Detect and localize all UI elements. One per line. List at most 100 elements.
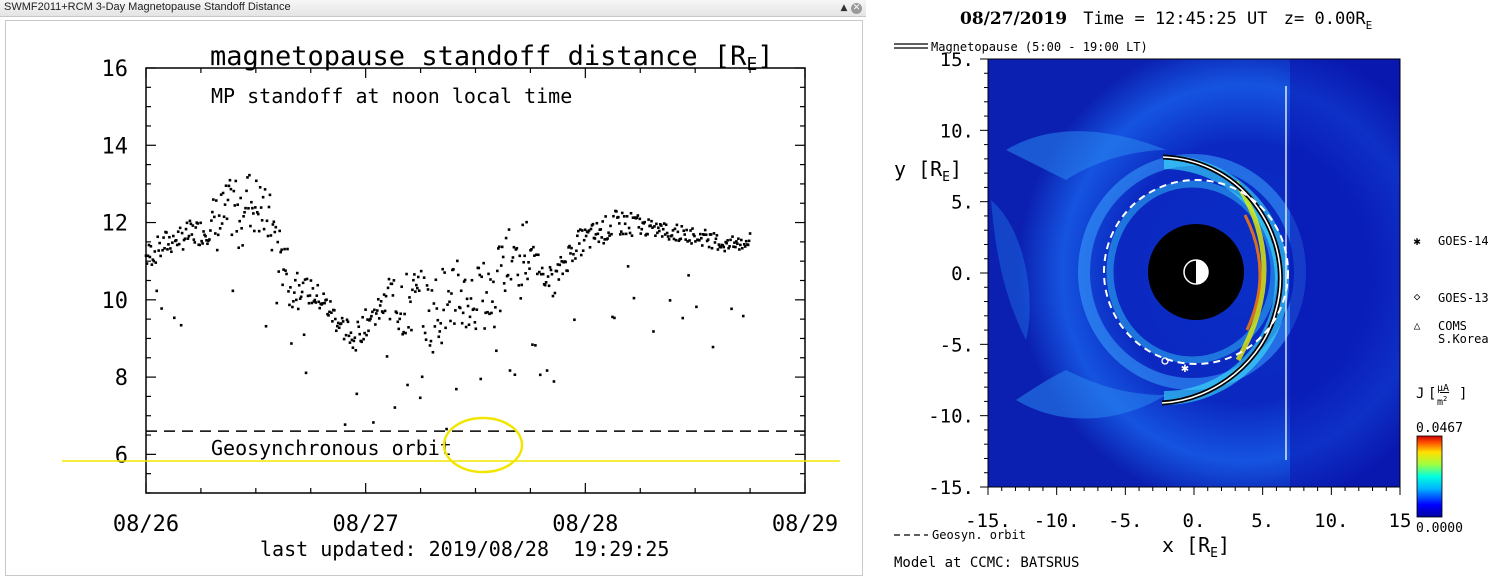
standoff-point [699, 236, 703, 240]
y-tick-label: 6 [115, 443, 128, 468]
standoff-point [646, 232, 649, 236]
standoff-point [558, 263, 562, 267]
standoff-point [533, 254, 536, 257]
standoff-point [233, 204, 237, 207]
standoff-point [555, 269, 559, 273]
standoff-point [714, 237, 718, 241]
standoff-point [323, 301, 326, 305]
standoff-point [604, 215, 607, 218]
standoff-point [245, 189, 248, 193]
standoff-point [568, 244, 571, 248]
standoff-point [255, 210, 259, 214]
standoff-point [525, 220, 528, 224]
standoff-point [228, 178, 232, 182]
standoff-point [183, 237, 187, 241]
standoff-point [623, 222, 627, 226]
standoff-point [566, 269, 569, 273]
standoff-point [188, 219, 192, 223]
standoff-point [169, 247, 172, 250]
standoff-point [552, 380, 556, 383]
standoff-point [194, 226, 198, 229]
standoff-point [600, 236, 604, 239]
standoff-point [313, 298, 317, 302]
legend-geosyn: Geosyn. orbit [932, 528, 1026, 542]
map-title-z: z= 0.00R [1284, 9, 1367, 29]
chart-title-end: ] [757, 41, 773, 72]
standoff-point [410, 328, 413, 332]
standoff-point [203, 233, 206, 237]
standoff-point [494, 306, 497, 309]
heatmap-features: ✱ [991, 59, 1400, 487]
standoff-point [453, 322, 456, 325]
standoff-point [540, 266, 544, 270]
standoff-point [222, 215, 226, 219]
standoff-point [316, 283, 320, 287]
standoff-point [242, 215, 245, 218]
standoff-point [187, 234, 191, 238]
standoff-point [551, 294, 555, 298]
map-title: 08/27/2019 Time = 12:45:25 UT z= 0.00RE [960, 9, 1372, 32]
standoff-point [578, 242, 581, 245]
legend-magnetopause: Magnetopause (5:00 - 19:00 LT) [931, 40, 1148, 54]
standoff-point [517, 284, 521, 287]
standoff-point [719, 245, 723, 249]
standoff-point [504, 236, 508, 240]
standoff-point [694, 240, 697, 243]
standoff-point [286, 247, 289, 251]
standoff-point [679, 237, 683, 241]
close-icon[interactable]: ✕ [851, 3, 862, 14]
standoff-point [162, 236, 165, 239]
standoff-point [253, 229, 256, 233]
map-x-tick-labels: -15. -10. -5. 0. 5. 10. 15 [965, 510, 1411, 532]
standoff-point [624, 232, 628, 236]
standoff-point [664, 223, 668, 227]
standoff-point [583, 228, 587, 232]
standoff-point [163, 247, 166, 250]
colorbar-unit-open: [ [1428, 386, 1436, 402]
standoff-point [666, 235, 670, 238]
standoff-point [404, 331, 407, 335]
standoff-point [161, 248, 164, 252]
standoff-point [429, 339, 433, 343]
standoff-point [520, 283, 524, 287]
standoff-point [491, 300, 494, 303]
standoff-point [607, 231, 610, 235]
standoff-point [507, 228, 511, 231]
standoff-point [635, 216, 639, 220]
standoff-point [335, 329, 338, 333]
standoff-point [274, 225, 278, 229]
standoff-point [252, 212, 255, 215]
standoff-point [386, 286, 390, 290]
standoff-point [503, 289, 507, 293]
standoff-point [416, 286, 419, 290]
standoff-point [734, 245, 737, 249]
standoff-point [611, 315, 614, 319]
standoff-point [376, 297, 380, 301]
standoff-point [652, 330, 655, 333]
standoff-point [528, 267, 531, 270]
standoff-point [311, 287, 315, 290]
standoff-point [176, 230, 180, 233]
map-y-tick-label: 10. [940, 120, 974, 142]
standoff-point [409, 300, 412, 304]
standoff-point [681, 316, 685, 320]
standoff-point [661, 227, 665, 231]
standoff-point [620, 211, 624, 215]
standoff-point [152, 259, 156, 263]
standoff-point [619, 230, 623, 233]
standoff-point [515, 247, 519, 250]
collapse-icon[interactable]: ▲ [840, 3, 848, 13]
standoff-point [467, 323, 471, 327]
standoff-point [354, 348, 358, 352]
standoff-point [473, 321, 477, 324]
standoff-point [465, 297, 469, 301]
standoff-point [434, 278, 438, 282]
standoff-point [221, 191, 225, 195]
standoff-point [199, 221, 202, 225]
standoff-point [291, 305, 294, 309]
standoff-point [593, 237, 597, 240]
x-tick-label: 08/28 [552, 512, 618, 537]
goes14-marker-icon: ✱ [1181, 361, 1189, 376]
standoff-point [165, 231, 168, 234]
standoff-point [321, 302, 324, 305]
